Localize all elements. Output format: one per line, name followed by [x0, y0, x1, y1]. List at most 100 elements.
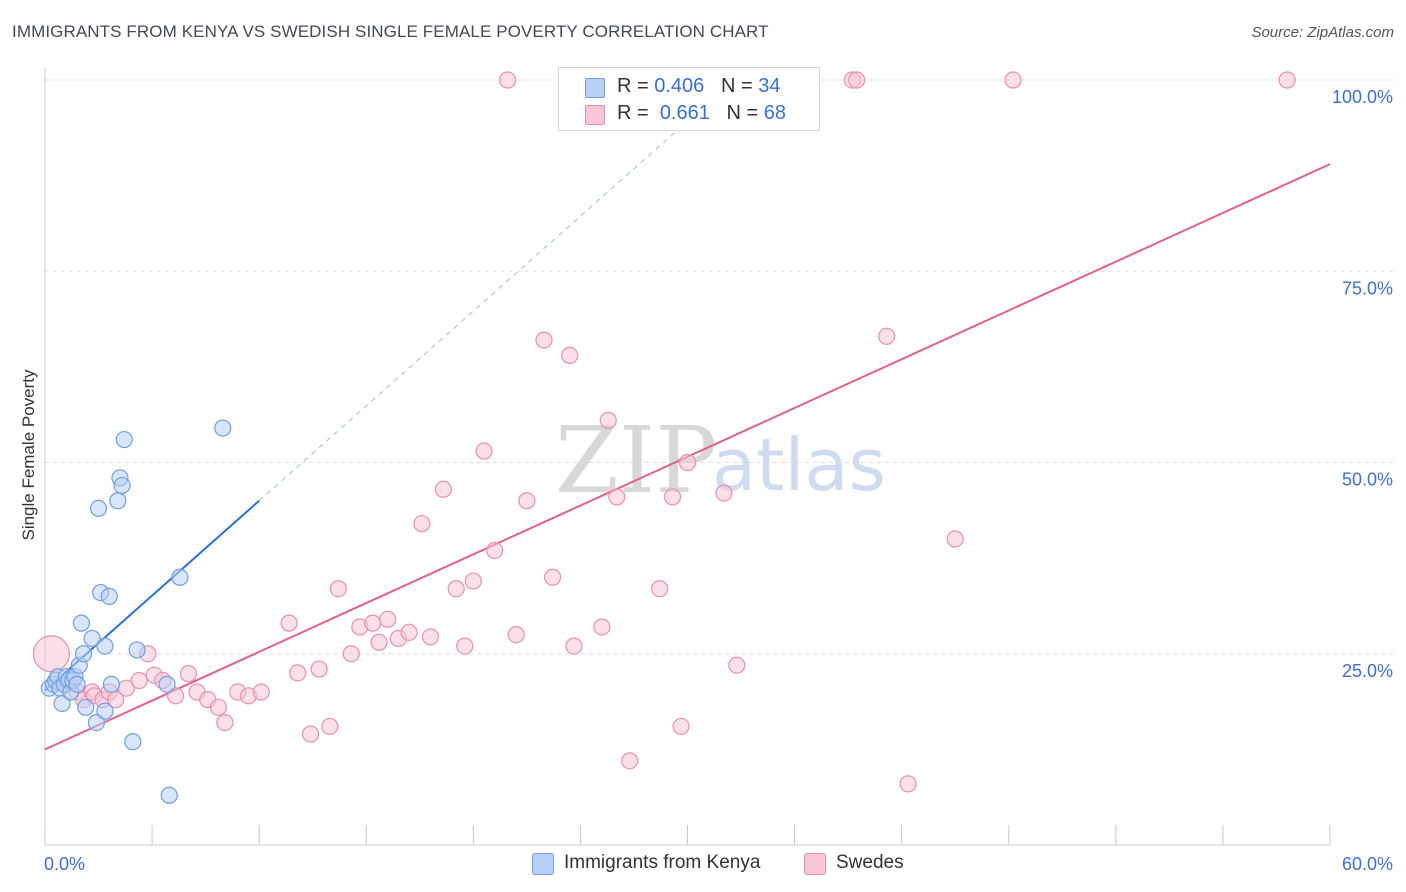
point-swedes [507, 626, 525, 644]
point-swedes [216, 713, 234, 732]
point-swedes [280, 614, 298, 632]
point-kenya [214, 419, 232, 437]
y-tick-label: 50.0% [1342, 470, 1393, 490]
point-swedes [475, 442, 493, 460]
point-swedes [499, 71, 517, 89]
source-label: Source: ZipAtlas.com [1251, 24, 1394, 41]
point-kenya [77, 698, 95, 716]
point-swedes [599, 411, 617, 430]
point-swedes [167, 687, 185, 705]
r-label: R = [617, 75, 655, 97]
point-swedes [130, 671, 148, 690]
point-kenya [171, 568, 189, 586]
n-label: N = [726, 102, 764, 124]
point-swedes [321, 717, 339, 736]
point-swedes [32, 635, 71, 673]
point-swedes [899, 775, 917, 793]
point-swedes [301, 725, 320, 743]
point-swedes [370, 633, 388, 651]
point-kenya [96, 702, 114, 720]
point-kenya [83, 629, 101, 648]
point-swedes [608, 488, 626, 506]
point-kenya [68, 675, 86, 693]
point-swedes [413, 515, 431, 533]
point-swedes [329, 580, 348, 598]
point-swedes [1004, 71, 1022, 89]
point-kenya [96, 637, 114, 655]
point-swedes [848, 71, 866, 89]
point-kenya [160, 786, 178, 804]
point-swedes [621, 752, 639, 770]
y-tick-label: 75.0% [1342, 278, 1393, 298]
point-swedes [728, 656, 746, 674]
point-swedes [400, 623, 418, 641]
point-swedes [364, 614, 382, 632]
point-swedes [486, 541, 504, 560]
point-swedes [434, 480, 452, 498]
y-tick-label: 25.0% [1342, 661, 1393, 681]
point-swedes [593, 618, 611, 636]
point-swedes [518, 492, 536, 510]
point-swedes [543, 568, 562, 586]
point-kenya [113, 476, 131, 495]
point-kenya [100, 587, 118, 605]
point-swedes [179, 665, 198, 683]
point-swedes [421, 628, 440, 646]
n-value: 68 [763, 102, 787, 124]
correlation-legend: R = 0.406 N = 34 R = 0.661 N = 68 [558, 67, 820, 131]
point-kenya [87, 713, 106, 732]
point-kenya [124, 733, 142, 751]
point-swedes [672, 717, 690, 736]
point-swedes [878, 327, 896, 345]
point-swedes [252, 683, 270, 701]
y-axis-label: Single Female Poverty [19, 369, 38, 541]
point-swedes [342, 645, 360, 663]
point-kenya [74, 645, 93, 663]
point-swedes [379, 610, 397, 628]
r-label: R = [617, 102, 655, 124]
watermark-atlas: atlas [712, 423, 886, 507]
point-swedes [447, 580, 465, 598]
legend-label-kenya: Immigrants from Kenya [564, 852, 761, 873]
tick-labels: 25.0% 50.0% 75.0% 100.0% 0.0% 60.0% [44, 87, 1393, 874]
point-swedes [678, 453, 697, 472]
legend-swatch-kenya [585, 78, 605, 98]
point-kenya [128, 641, 146, 659]
point-kenya [72, 614, 91, 632]
point-kenya [115, 430, 133, 449]
point-kenya [158, 675, 176, 693]
point-kenya [102, 675, 120, 693]
point-swedes [565, 637, 583, 655]
legend-swatch-kenya [532, 853, 554, 875]
r-value: 0.661 [659, 102, 710, 124]
x-tick-label: 0.0% [44, 854, 85, 874]
r-value: 0.406 [654, 75, 705, 97]
point-swedes [209, 698, 228, 716]
n-label: N = [720, 75, 759, 97]
legend-swatch-swedes [804, 853, 826, 875]
n-value: 34 [758, 75, 781, 97]
chart-title: IMMIGRANTS FROM KENYA VS SWEDISH SINGLE … [12, 22, 769, 41]
point-swedes [1278, 71, 1296, 89]
point-kenya [53, 694, 71, 713]
axes [44, 68, 1331, 846]
point-kenya [89, 499, 108, 517]
legend-swatch-swedes [585, 105, 605, 125]
point-swedes [310, 660, 328, 678]
point-swedes [946, 530, 964, 548]
point-swedes [456, 637, 474, 655]
grid [45, 79, 1395, 655]
legend-label-swedes: Swedes [836, 852, 904, 873]
y-tick-label: 100.0% [1332, 87, 1393, 107]
data-points [32, 71, 1296, 804]
point-swedes [715, 484, 733, 502]
series-legend: Immigrants from Kenya Swedes [0, 850, 1406, 880]
point-swedes [535, 331, 553, 349]
point-kenya [109, 492, 127, 510]
point-swedes [651, 580, 669, 598]
point-swedes [561, 346, 579, 364]
point-swedes [289, 664, 307, 682]
point-swedes [464, 572, 482, 590]
point-swedes [663, 488, 682, 506]
